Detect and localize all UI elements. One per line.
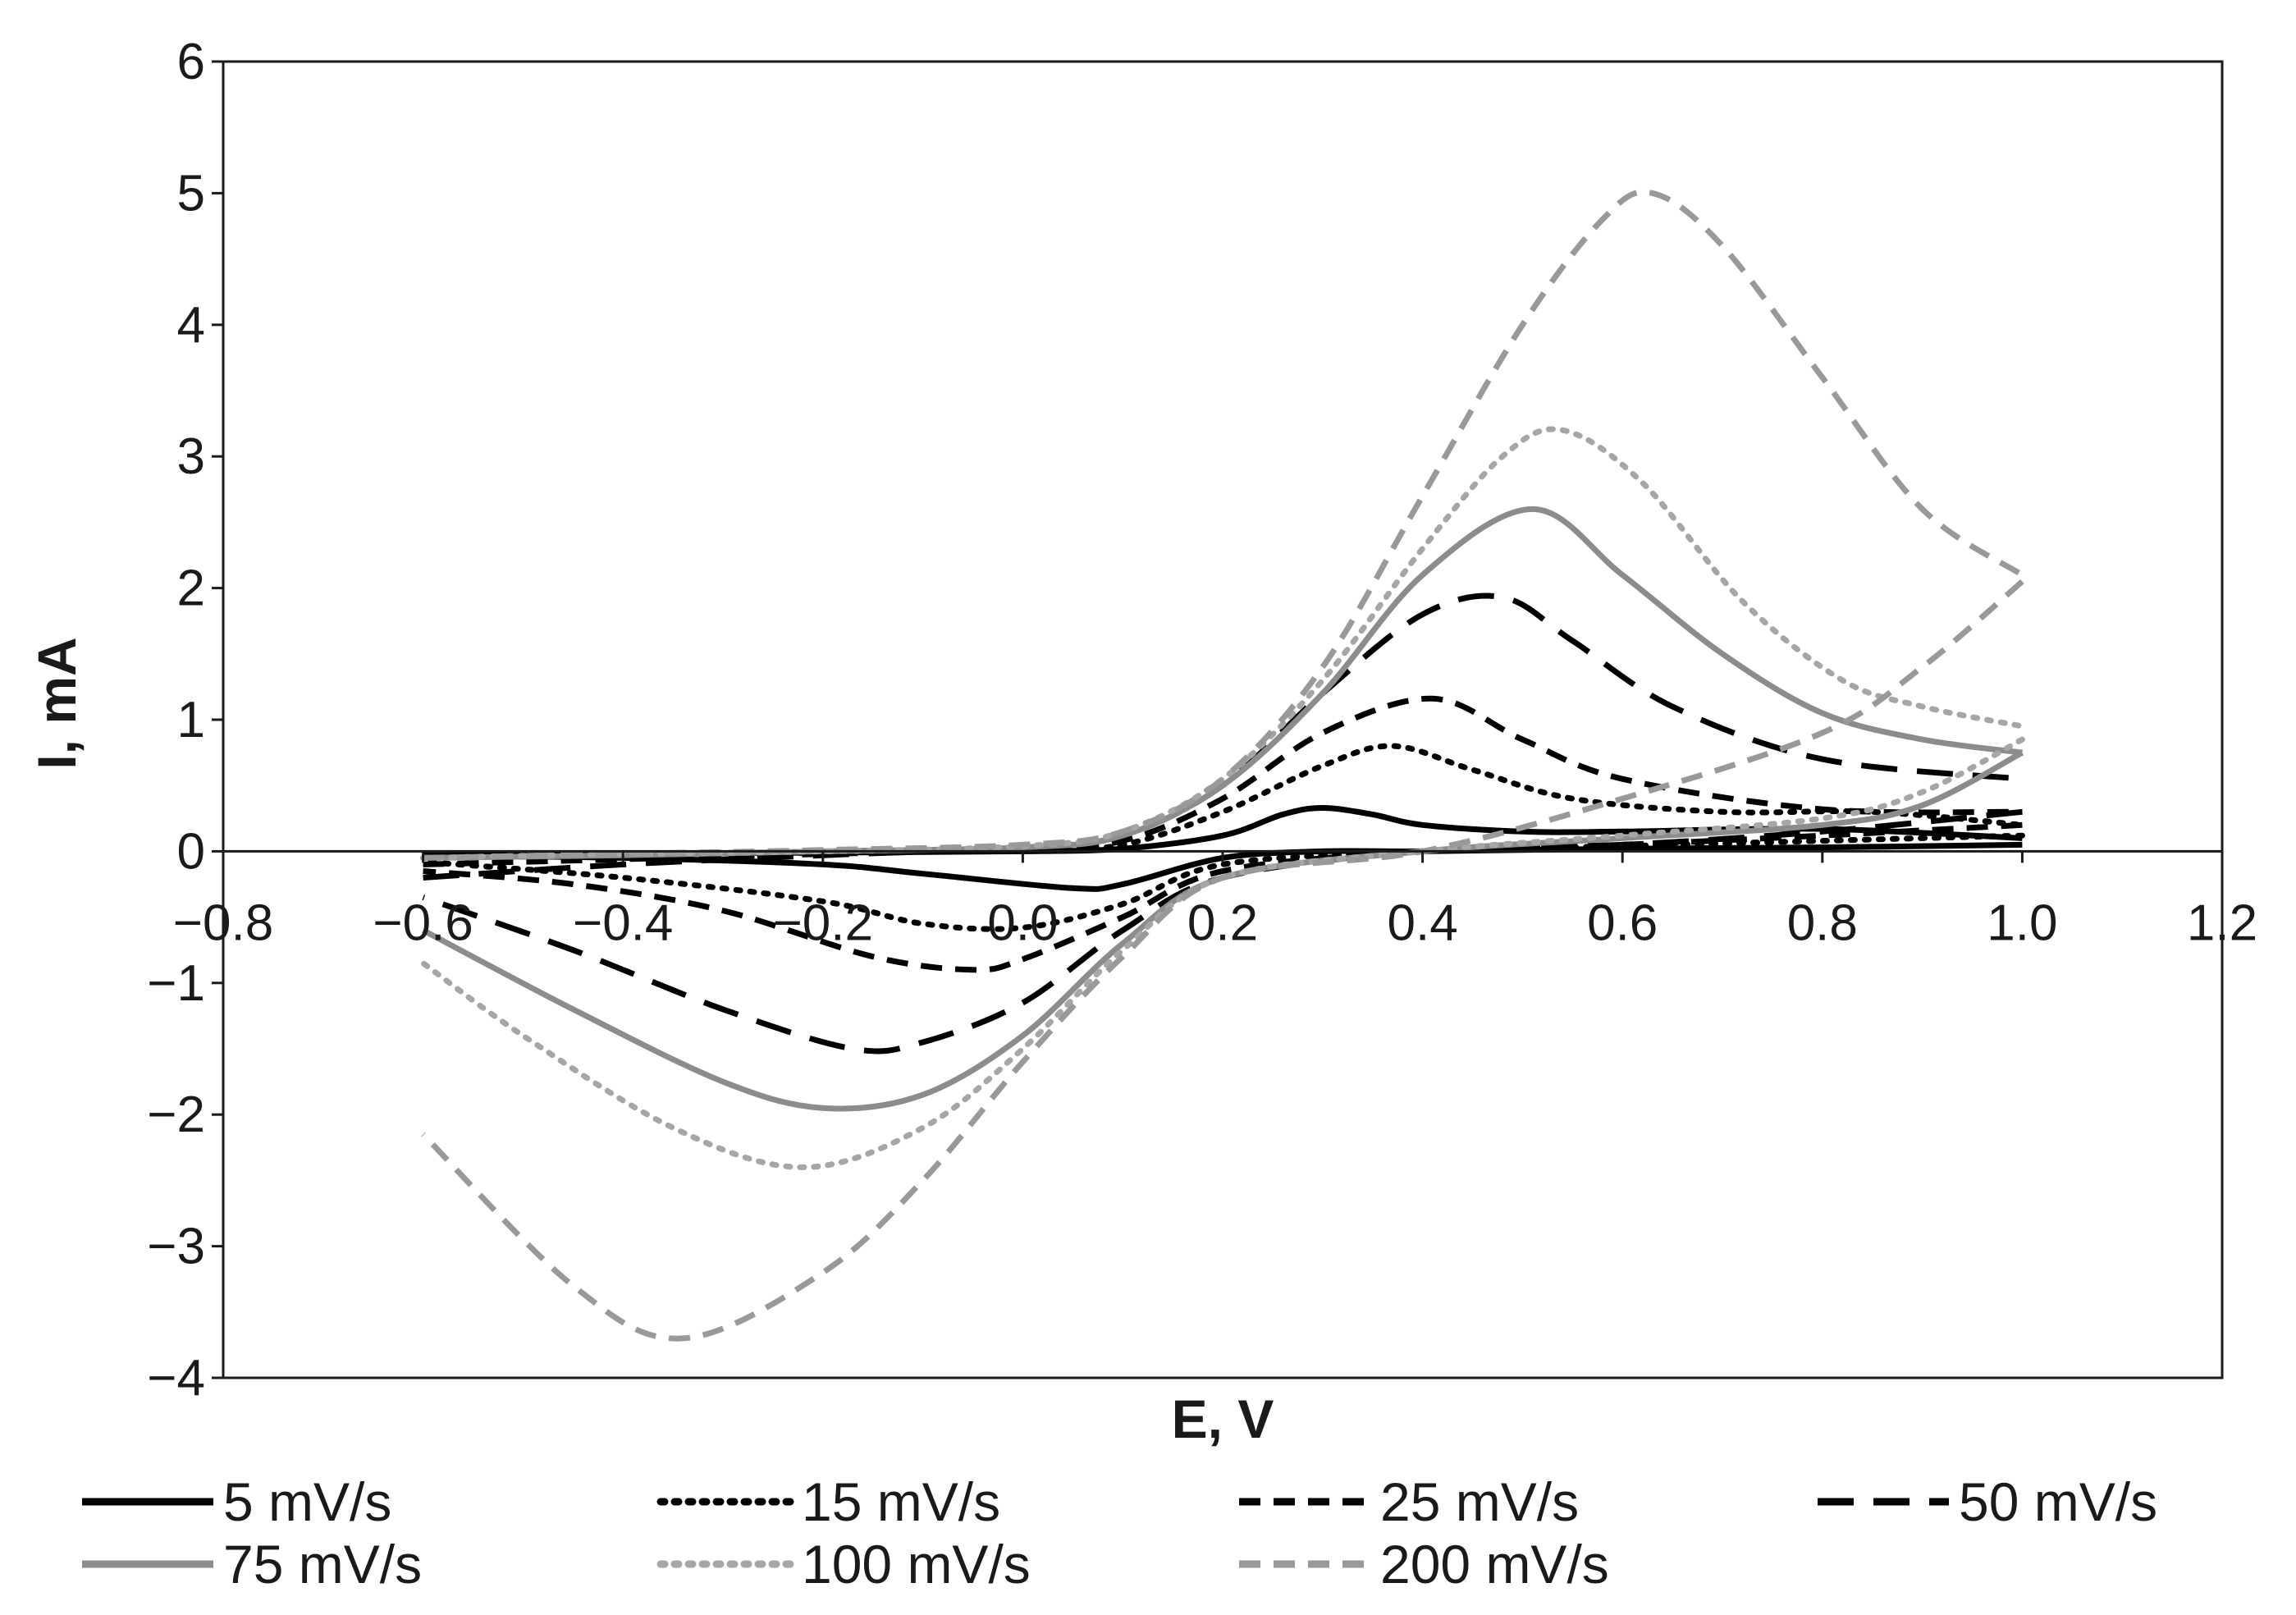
series-3-anodic-line: [423, 695, 2023, 867]
legend-item: 15 mV/s: [656, 1471, 1000, 1532]
series-6-anodic-line: [420, 426, 2025, 861]
series-5: [421, 506, 2024, 1112]
legend-item: 50 mV/s: [1818, 1471, 2157, 1532]
y-tick-label: 0: [177, 823, 205, 880]
y-tick-label: 1: [177, 692, 205, 748]
x-tick-label: −0.2: [773, 894, 873, 951]
legend-label: 200 mV/s: [1380, 1534, 1609, 1594]
series-6: [420, 426, 2025, 1170]
y-tick-label: 5: [177, 165, 205, 222]
x-tick-label: −0.8: [173, 894, 273, 951]
x-tick-label: 0.8: [1787, 894, 1858, 951]
legend-item: 200 mV/s: [1239, 1534, 1609, 1594]
series-3: [423, 695, 2023, 973]
x-tick-label: 0.0: [987, 894, 1058, 951]
series-2-cathodic-line: [420, 832, 2025, 932]
legend-label: 25 mV/s: [1380, 1471, 1579, 1532]
y-tick-label: 6: [177, 34, 205, 90]
series-2-anodic-line: [420, 743, 2025, 861]
y-axis-title: I, mA: [26, 637, 87, 769]
y-tick-label: 3: [177, 428, 205, 485]
legend-item: 5 mV/s: [82, 1471, 391, 1532]
x-tick-label: −0.6: [373, 894, 473, 951]
legend-item: 75 mV/s: [82, 1534, 422, 1594]
y-tick-label: −4: [147, 1350, 205, 1407]
legend-item: 25 mV/s: [1239, 1471, 1579, 1532]
y-tick-label: −2: [147, 1087, 205, 1143]
series-5-cathodic-line: [421, 750, 2024, 1112]
series-3-cathodic-line: [423, 821, 2023, 973]
series-1-cathodic-line: [423, 841, 2023, 892]
x-axis: −0.8 −0.6 −0.4 −0.2 0.0 0.2 0.4 0.6 0.8 1.0 1.2: [173, 851, 2257, 951]
y-tick-label: −1: [147, 955, 205, 1012]
legend-label: 15 mV/s: [802, 1471, 1000, 1532]
x-tick-label: 0.4: [1387, 894, 1457, 951]
series-layer: [420, 189, 2025, 1342]
y-tick-label: 2: [177, 560, 205, 617]
series-7-anodic-line: [423, 189, 2024, 861]
x-tick-label: 1.0: [1987, 894, 2057, 951]
y-axis: −4 −3 −2 −1 0 1 2 3 4 5 6: [147, 34, 223, 1407]
legend-label: 100 mV/s: [802, 1534, 1031, 1594]
legend-label: 50 mV/s: [1959, 1471, 2157, 1532]
series-7-cathodic-line: [421, 579, 2024, 1342]
x-tick-label: 1.2: [2187, 894, 2257, 951]
x-tick-label: −0.4: [573, 894, 673, 951]
x-tick-label: 0.2: [1187, 894, 1258, 951]
legend-label: 5 mV/s: [223, 1471, 391, 1532]
legend: 5 mV/s 15 mV/s 25 mV/s 50 mV/s 75 mV/s 100 mV…: [82, 1471, 2157, 1594]
y-tick-label: −3: [147, 1219, 205, 1275]
legend-item: 100 mV/s: [656, 1534, 1031, 1594]
series-4-cathodic-line: [422, 808, 2023, 1055]
series-6-cathodic-line: [420, 736, 2025, 1170]
plot-area-frame: [222, 60, 2224, 1379]
series-2: [420, 743, 2025, 932]
x-tick-label: 0.6: [1587, 894, 1658, 951]
x-axis-title: E, V: [1172, 1389, 1274, 1449]
y-tick-label: 4: [177, 297, 205, 354]
legend-label: 75 mV/s: [223, 1534, 422, 1594]
series-7: [421, 189, 2024, 1342]
